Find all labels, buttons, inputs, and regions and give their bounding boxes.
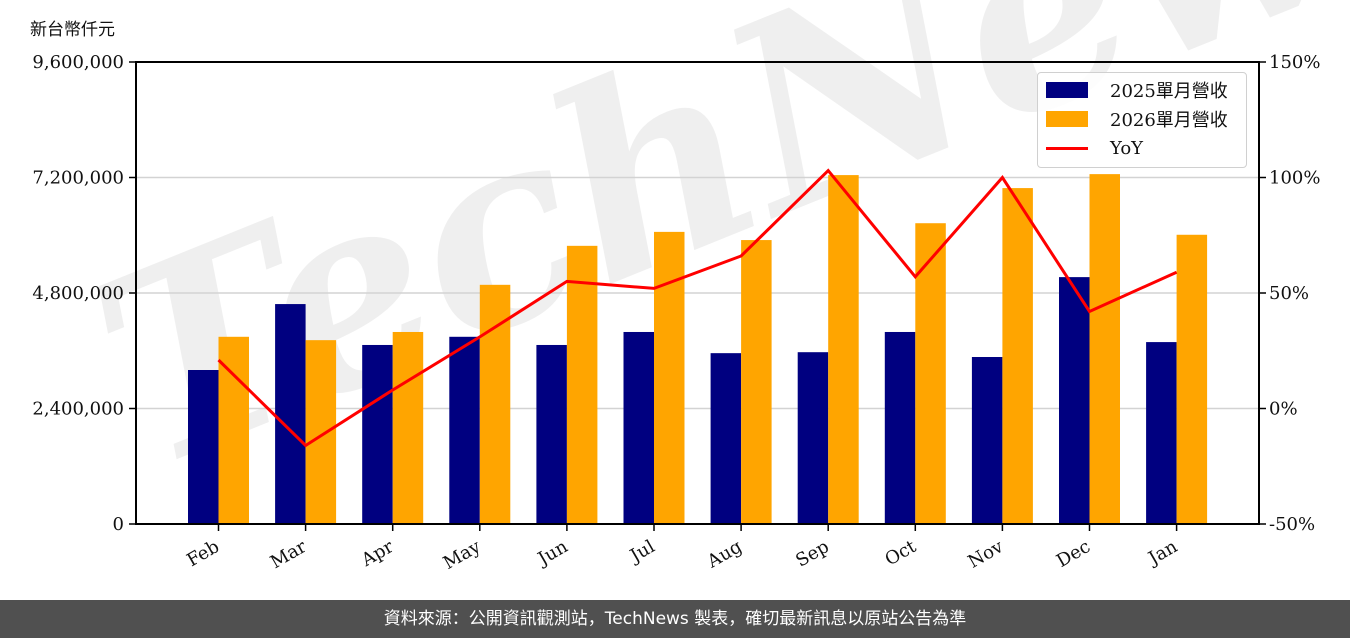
bar-2026-nov [1002, 188, 1033, 524]
bar-2026-apr [392, 331, 424, 524]
legend-item-2025: 2025單月營收 [1046, 77, 1228, 103]
bar-2025-jul [623, 331, 654, 524]
bar-2025-may [449, 336, 480, 524]
source-footer: 資料來源：公開資訊觀測站，TechNews 製表，確切最新訊息以原站公告為準 [0, 600, 1350, 638]
bar-2025-aug [710, 353, 742, 524]
bar-2026-jan [1176, 234, 1208, 525]
x-tick-label-sep: Sep [792, 536, 832, 571]
bar-2025-feb [188, 370, 219, 524]
legend-label-2025: 2025單月營收 [1110, 81, 1228, 102]
chart-legend: 2025單月營收 2026單月營收 YoY [1037, 72, 1247, 168]
legend-label-yoy: YoY [1110, 137, 1144, 159]
bar-2026-feb [218, 336, 249, 524]
bar-2026-dec [1089, 174, 1120, 524]
bar-2025-jun [536, 344, 567, 524]
x-tick-label-jun: Jun [533, 536, 572, 571]
bar-series [188, 174, 1208, 525]
y2-tick-label: 0% [1269, 399, 1298, 420]
bar-2026-oct [915, 223, 946, 524]
left-y-axis-ticks: 0 2,400,000 4,800,000 7,200,000 9,600,000 [32, 52, 136, 535]
bar-2025-dec [1059, 277, 1090, 524]
x-tick-label-may: May [440, 536, 485, 574]
bar-2026-sep [828, 175, 859, 524]
y-tick-label: 7,200,000 [32, 168, 124, 189]
yoy-line-series [217, 168, 1178, 448]
y-axis-unit-label: 新台幣仟元 [30, 20, 115, 40]
x-tick-label-feb: Feb [183, 536, 223, 571]
bar-2025-apr [362, 344, 393, 524]
bar-2026-aug [741, 240, 772, 524]
bar-2025-sep [797, 352, 829, 524]
x-tick-label-jan: Jan [1143, 536, 1181, 570]
x-tick-label-oct: Oct [882, 536, 921, 571]
bar-2026-may [479, 284, 511, 524]
y-tick-label: 2,400,000 [32, 399, 124, 420]
y2-tick-label: 150% [1269, 52, 1320, 73]
bar-2025-oct [884, 331, 916, 524]
y2-tick-label: 50% [1269, 283, 1309, 304]
x-tick-label-mar: Mar [267, 536, 311, 573]
legend-item-2026: 2026單月營收 [1046, 106, 1228, 132]
legend-label-2026: 2026單月營收 [1110, 110, 1228, 131]
bar-2025-mar [275, 304, 306, 524]
y-tick-label: 4,800,000 [32, 283, 124, 304]
legend-item-yoy: YoY [1046, 135, 1143, 161]
y2-tick-label: -50% [1269, 514, 1315, 535]
right-y-axis-ticks: -50% 0% 50% 100% 150% [1259, 52, 1320, 535]
bar-2025-jan [1146, 342, 1177, 524]
bar-2026-jun [566, 245, 598, 524]
legend-swatch-2025 [1046, 82, 1088, 98]
legend-swatch-2026 [1046, 111, 1088, 127]
bar-2026-mar [305, 340, 337, 524]
x-tick-label-apr: Apr [357, 536, 397, 571]
x-tick-label-aug: Aug [703, 536, 746, 573]
x-axis-ticks: Feb Mar Apr May Jun Jul Aug Sep Oct Nov Dec Jan [183, 524, 1181, 574]
y-tick-label: 0 [113, 514, 124, 535]
x-tick-label-dec: Dec [1053, 536, 1094, 572]
y2-tick-label: 100% [1269, 168, 1320, 189]
bar-2025-nov [971, 357, 1003, 524]
x-tick-label-nov: Nov [965, 536, 1008, 573]
yoy-line [217, 168, 1178, 448]
bar-2026-jul [654, 231, 685, 524]
x-tick-label-jul: Jul [625, 536, 659, 568]
y-tick-label: 9,600,000 [32, 52, 124, 73]
legend-line-yoy [1046, 146, 1088, 150]
